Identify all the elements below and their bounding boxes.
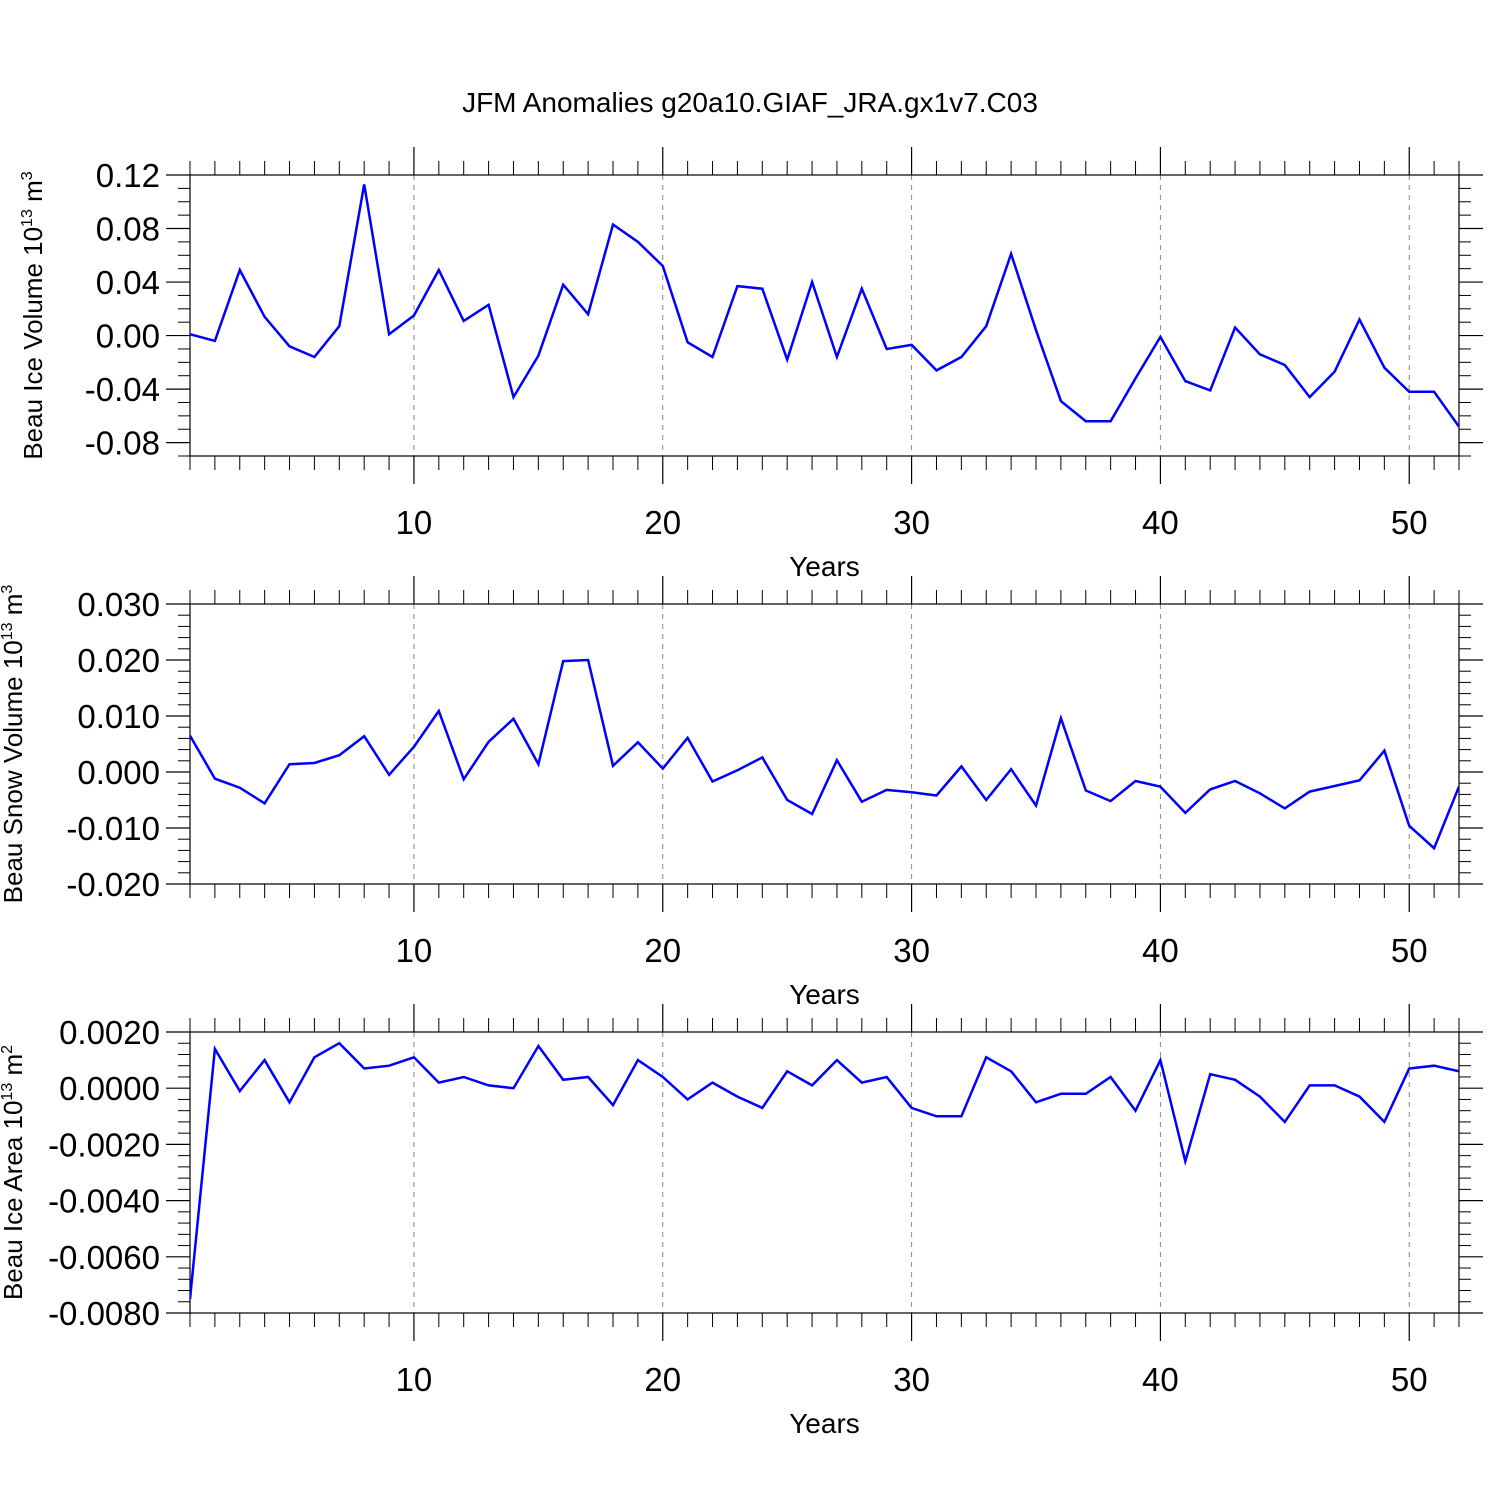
y-tick-label: 0.010 [77, 698, 160, 735]
panel-ice-volume: 10 20 30 40 50 -0.08 -0.04 0.00 0.04 0.08 0.12 Year… [18, 147, 1483, 582]
plot-frame [189, 1031, 1460, 1314]
y-axis-label-text: Beau Ice Volume 10 [18, 227, 48, 460]
x-tick-label: 10 [396, 1361, 433, 1398]
y-axis-label-text: Beau Ice Area 10 [0, 1101, 28, 1300]
x-tick-label: 20 [644, 504, 681, 541]
x-tick-label: 50 [1391, 1361, 1428, 1398]
y-axis-label: Beau Ice Volume 1013 m3 [18, 171, 48, 459]
y-axis-label: Beau Ice Area 1013 m2 [0, 1045, 28, 1300]
y-tick-label: -0.0080 [48, 1295, 160, 1332]
y-axis-label-exponent: 13 [0, 1083, 16, 1101]
series-line [190, 658, 1459, 851]
x-tick-label: 30 [893, 504, 930, 541]
y-axis-label-exponent: 13 [0, 622, 16, 640]
panel-snow-volume: 10 20 30 40 50 -0.020 -0.010 0.000 0.010 0.020 0.0… [0, 576, 1483, 1010]
series-line [190, 1041, 1459, 1300]
y-tick-label: -0.0060 [48, 1239, 160, 1276]
x-tick-label: 40 [1142, 932, 1179, 969]
x-tick-label: 40 [1142, 504, 1179, 541]
x-axis-label: Years [789, 979, 860, 1010]
y-axis-label-unit: m [0, 594, 28, 623]
x-tick-label: 10 [396, 932, 433, 969]
y-tick-label: 0.04 [96, 264, 160, 301]
plot-frame [189, 174, 1460, 457]
y-tick-label: 0.000 [77, 754, 160, 791]
y-tick-label: -0.04 [85, 371, 160, 408]
y-axis-label-exponent: 13 [19, 209, 36, 227]
y-axis-label-unit: m [0, 1054, 28, 1083]
x-tick-label: 10 [396, 504, 433, 541]
y-tick-label: -0.020 [66, 866, 160, 903]
y-axis-label-unit: m [18, 180, 48, 209]
panel-ice-area: 10 20 30 40 50 -0.0080 -0.0060 -0.0040 -0.0020 0.… [0, 1004, 1483, 1439]
x-tick-label: 40 [1142, 1361, 1179, 1398]
x-axis-label: Years [789, 1408, 860, 1439]
y-tick-label: -0.0040 [48, 1183, 160, 1220]
x-tick-label: 20 [644, 1361, 681, 1398]
y-tick-label: -0.08 [85, 425, 160, 462]
x-tick-label: 20 [644, 932, 681, 969]
y-axis-label-unit-exponent: 3 [0, 585, 16, 594]
x-tick-label: 30 [893, 1361, 930, 1398]
y-tick-label: 0.0000 [59, 1070, 160, 1107]
y-tick-label: 0.0020 [59, 1014, 160, 1051]
figure-title: JFM Anomalies g20a10.GIAF_JRA.gx1v7.C03 [462, 87, 1038, 118]
y-tick-label: 0.030 [77, 586, 160, 623]
y-tick-label: 0.08 [96, 211, 160, 248]
y-axis-label-unit-exponent: 3 [19, 171, 36, 180]
y-axis-label-unit-exponent: 2 [0, 1045, 16, 1054]
y-tick-label: 0.020 [77, 642, 160, 679]
x-tick-label: 50 [1391, 504, 1428, 541]
x-tick-label: 30 [893, 932, 930, 969]
y-tick-label: -0.010 [66, 810, 160, 847]
x-axis-label: Years [789, 551, 860, 582]
plot-frame [189, 603, 1460, 885]
series-line [190, 184, 1459, 428]
x-tick-label: 50 [1391, 932, 1428, 969]
y-axis-label-text: Beau Snow Volume 10 [0, 640, 28, 903]
y-axis-label: Beau Snow Volume 1013 m3 [0, 585, 28, 904]
y-tick-label: -0.0020 [48, 1126, 160, 1163]
y-tick-label: 0.12 [96, 157, 160, 194]
y-tick-label: 0.00 [96, 318, 160, 355]
